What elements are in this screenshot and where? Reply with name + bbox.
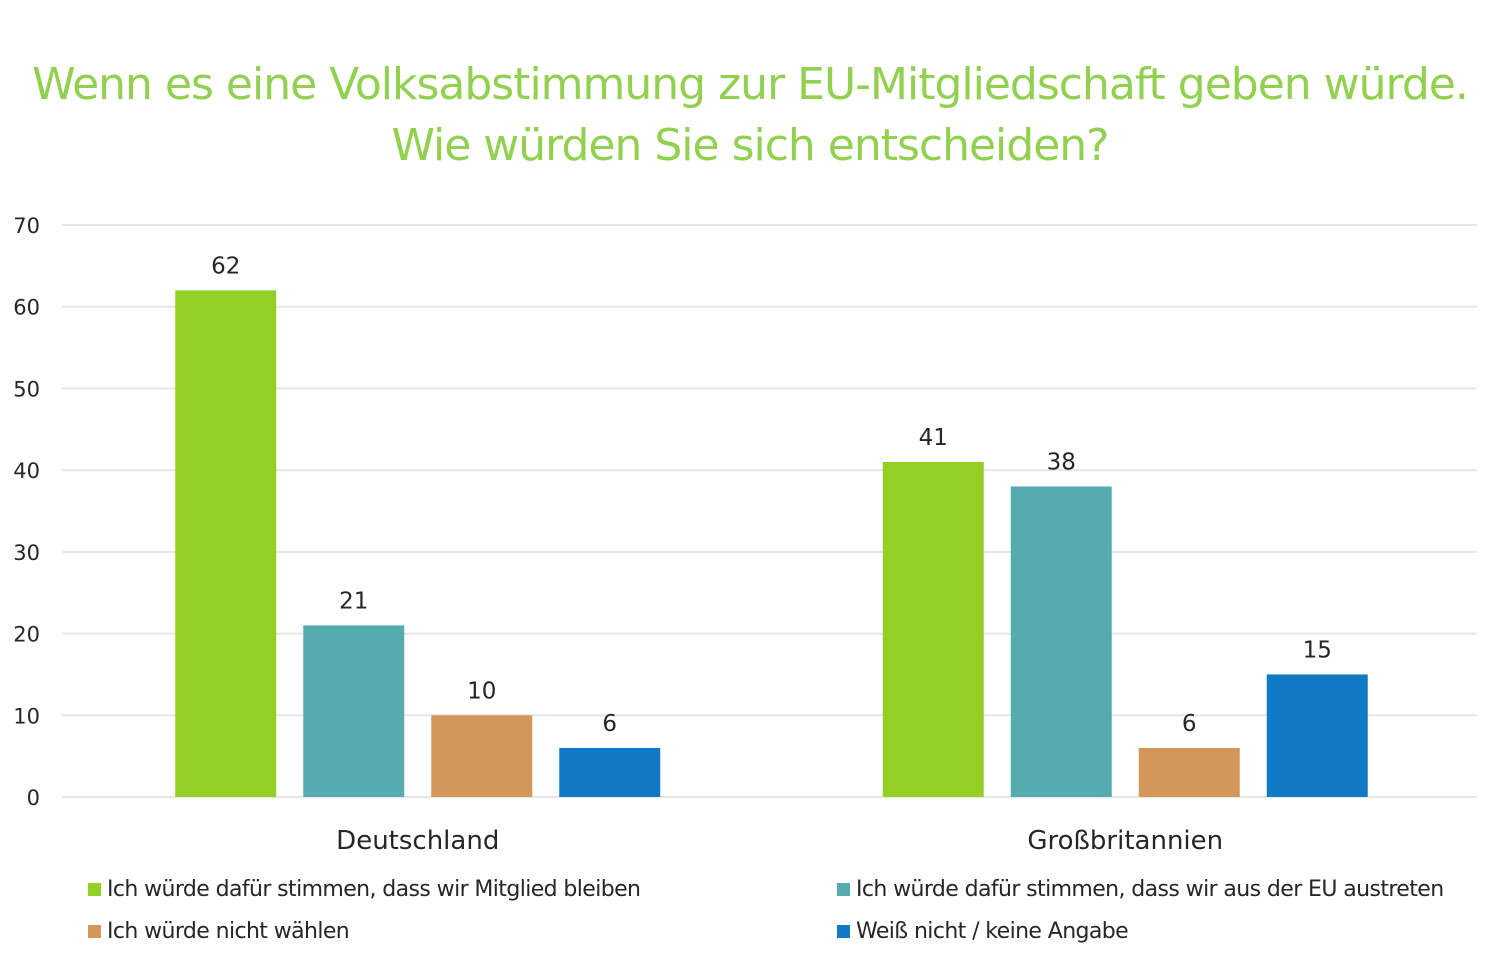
y-tick-label: 50 [13,377,40,401]
legend-label: Ich würde dafür stimmen, dass wir aus de… [856,877,1444,902]
x-category-label: Deutschland [336,826,499,856]
legend-swatch [88,925,101,938]
bar [431,715,533,797]
data-label: 15 [1303,637,1332,663]
data-label: 62 [211,253,240,279]
legend-swatch [837,925,850,938]
data-label: 10 [467,678,496,704]
legend-label: Ich würde dafür stimmen, dass wir Mitgli… [107,877,641,902]
y-tick-label: 60 [13,296,40,320]
legend-item: Ich würde dafür stimmen, dass wir aus de… [837,877,1444,902]
data-label: 21 [339,588,368,614]
y-tick-label: 0 [27,786,40,810]
chart-title: Wenn es eine Volksabstimmung zur EU-Mitg… [32,59,1469,110]
gridlines [62,224,1477,798]
chart-subtitle: Wie würden Sie sich entscheiden? [391,120,1109,171]
y-tick-label: 70 [13,214,40,238]
data-labels: 62 21 10 6 41 38 6 15 [211,253,1332,737]
y-axis-ticks: 0 10 20 30 40 50 60 70 [13,214,40,810]
bar [1010,486,1112,797]
bar [1138,747,1240,797]
x-axis-categories: Deutschland Großbritannien [336,826,1223,856]
bar [303,625,405,797]
legend-swatch [837,883,850,896]
x-category-label: Großbritannien [1027,826,1223,856]
bar [175,290,277,797]
legend-item: Ich würde dafür stimmen, dass wir Mitgli… [88,877,641,902]
bar [882,461,984,797]
legend-swatch [88,883,101,896]
data-label: 41 [919,425,948,451]
bar [1266,674,1368,797]
y-tick-label: 30 [13,541,40,565]
y-tick-label: 40 [13,459,40,483]
legend-label: Weiß nicht / keine Angabe [856,919,1129,944]
data-label: 38 [1047,449,1076,475]
bars [175,290,1368,797]
y-tick-label: 20 [13,623,40,647]
legend-label: Ich würde nicht wählen [107,919,350,944]
legend-item: Weiß nicht / keine Angabe [837,919,1129,944]
data-label: 6 [602,711,617,737]
y-tick-label: 10 [13,704,40,728]
data-label: 6 [1182,711,1197,737]
legend-item: Ich würde nicht wählen [88,919,350,944]
bar [559,747,661,797]
